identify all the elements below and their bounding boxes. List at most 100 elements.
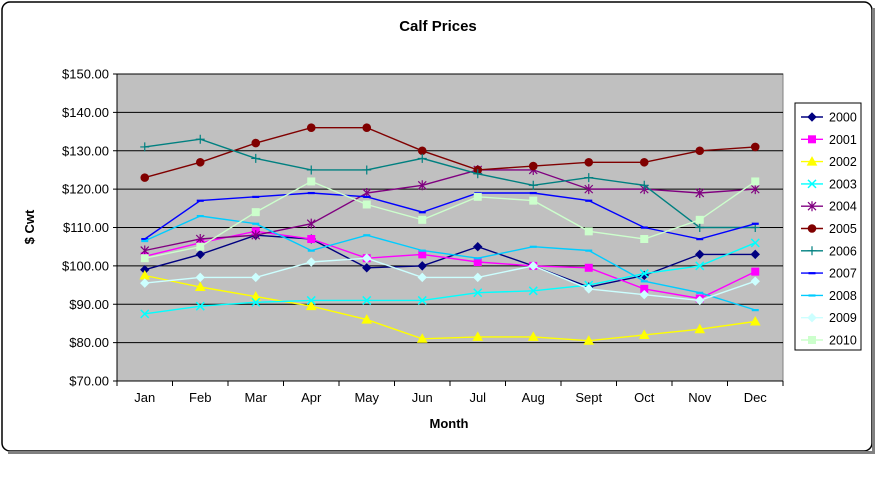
data-point-2004	[417, 180, 427, 191]
data-point-2008	[196, 214, 204, 218]
series-line-2010	[144, 180, 756, 259]
data-point-2010	[362, 200, 371, 209]
data-point-2006	[584, 173, 594, 183]
data-point-2003	[306, 295, 316, 305]
series-line-2006	[144, 138, 756, 229]
y-tick-label: $100.00	[62, 258, 109, 273]
series-2008	[141, 214, 759, 312]
x-tick-label: Aug	[522, 390, 545, 405]
data-point-2009	[750, 276, 760, 286]
x-tick-label: Oct	[634, 390, 655, 405]
data-point-2006	[473, 169, 483, 179]
data-point-2001	[584, 263, 593, 272]
legend-entry-2004: 2004	[801, 200, 857, 214]
legend-swatch-marker	[808, 272, 816, 275]
x-tick-label: Jan	[134, 390, 155, 405]
legend-label: 2009	[829, 311, 857, 325]
data-point-2002	[194, 281, 206, 291]
data-point-2004	[140, 245, 150, 256]
legend-swatch-marker	[807, 201, 817, 212]
legend-label: 2008	[829, 289, 857, 303]
series-2005	[140, 123, 760, 182]
series-2007	[141, 191, 759, 241]
x-tick-label: Sept	[575, 390, 602, 405]
x-tick-label: Jun	[412, 390, 433, 405]
series-line-2007	[144, 192, 756, 240]
y-tick-label: $110.00	[63, 220, 109, 235]
legend-swatch-marker	[808, 294, 816, 297]
series-2002	[139, 269, 761, 345]
x-tick-label: Mar	[245, 390, 268, 405]
legend-swatch-marker	[807, 224, 817, 233]
legend-entry-2003: 2003	[801, 177, 857, 191]
data-point-2003	[750, 238, 760, 248]
data-point-2002	[527, 331, 539, 341]
data-point-2002	[305, 300, 317, 311]
data-point-2005	[417, 146, 427, 156]
series-line-2001	[144, 230, 756, 300]
x-tick-label: Nov	[688, 390, 712, 405]
data-point-2008	[640, 280, 648, 283]
data-point-2010	[695, 215, 704, 224]
y-tick-label: $130.00	[62, 143, 109, 158]
legend-swatch-marker	[808, 336, 816, 344]
legend-entry-2008: 2008	[801, 289, 857, 303]
legend-label: 2002	[829, 155, 857, 169]
series-2009	[140, 253, 760, 306]
data-point-2009	[528, 261, 538, 271]
series-lines	[139, 123, 761, 345]
data-point-2007	[529, 191, 537, 195]
legend-swatch-marker	[807, 179, 817, 189]
data-point-2008	[141, 239, 149, 243]
legend-label: 2001	[829, 133, 857, 147]
data-point-2001	[307, 235, 316, 244]
data-point-2005	[362, 123, 372, 133]
data-point-2005	[195, 157, 205, 167]
series-2003	[140, 238, 760, 319]
data-point-2007	[696, 238, 704, 241]
data-point-2002	[749, 315, 761, 326]
series-line-2004	[144, 169, 756, 252]
series-line-2009	[144, 257, 756, 302]
data-point-2004	[195, 234, 205, 245]
data-point-2006	[251, 153, 261, 163]
legend-entry-2006: 2006	[801, 244, 857, 258]
data-point-2009	[584, 284, 594, 294]
data-point-2001	[473, 258, 482, 267]
data-point-2006	[417, 153, 427, 163]
data-point-2010	[418, 215, 427, 224]
data-point-2000	[195, 249, 205, 260]
data-point-2005	[750, 142, 760, 152]
y-tick-label: $140.00	[62, 105, 109, 120]
data-point-2007	[196, 199, 204, 202]
data-point-2007	[418, 211, 426, 214]
data-point-2004	[251, 230, 261, 241]
series-2010	[140, 177, 760, 263]
data-point-2007	[252, 195, 260, 198]
data-point-2001	[751, 267, 760, 276]
y-tick-label: $70.00	[69, 374, 109, 389]
data-point-2010	[584, 227, 593, 236]
data-point-2009	[306, 257, 316, 267]
data-point-2003	[639, 269, 649, 279]
data-point-2007	[307, 191, 315, 195]
data-point-2008	[585, 249, 593, 252]
x-axis-label: Month	[430, 416, 469, 431]
data-point-2003	[195, 301, 205, 311]
x-tick-label: May	[354, 390, 379, 405]
legend-swatch-marker	[807, 112, 817, 122]
data-point-2006	[362, 165, 372, 175]
data-point-2008	[307, 249, 315, 252]
data-point-2005	[695, 146, 705, 156]
data-point-2009	[362, 253, 372, 263]
data-point-2002	[250, 291, 262, 301]
data-point-2004	[584, 184, 594, 195]
series-line-2003	[144, 242, 756, 315]
legend-entry-2001: 2001	[801, 133, 857, 147]
chart-frame-shadow-right	[872, 8, 875, 453]
data-point-2007	[363, 195, 371, 198]
data-point-2005	[306, 123, 316, 133]
legend-swatch-marker	[807, 246, 817, 256]
data-point-2005	[251, 138, 261, 148]
